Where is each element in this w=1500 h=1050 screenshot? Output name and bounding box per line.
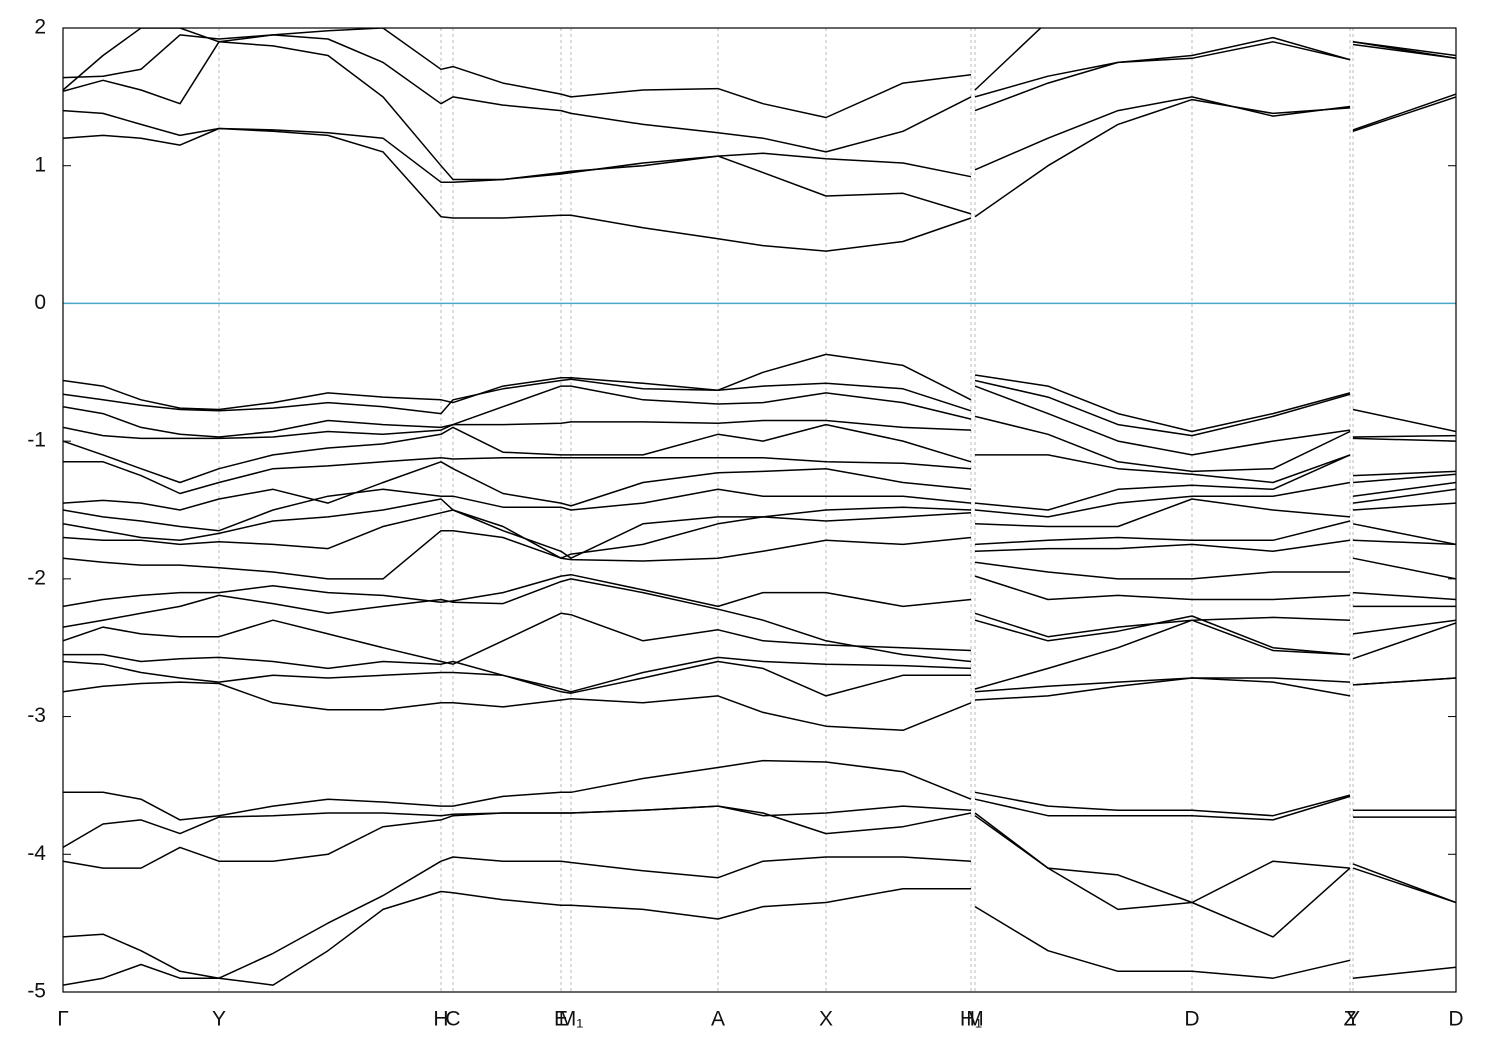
y-tick-label: -1 (27, 429, 46, 452)
band-line (63, 677, 1456, 732)
x-tick-label: Z (1344, 1008, 1357, 1031)
band-line (63, 529, 1456, 580)
x-tick-label: M₁ (559, 1008, 584, 1031)
band-line (63, 805, 1456, 904)
x-tick-label: A (711, 1008, 725, 1031)
band-line (63, 488, 1456, 532)
band-line (63, 93, 1456, 215)
bands (63, 28, 1456, 986)
x-tick-label: Y (212, 1008, 226, 1031)
band-line (63, 619, 1456, 693)
y-tick-label: -3 (27, 704, 46, 727)
x-tick-label: D (1448, 1008, 1463, 1031)
x-tick-label: E (554, 1008, 568, 1031)
y-tick-label: 2 (34, 16, 46, 39)
band-line (63, 415, 1456, 477)
x-tick-label: Y (1346, 1008, 1360, 1031)
y-tick-label: 1 (34, 153, 46, 176)
band-line (63, 378, 1456, 438)
band-line (63, 96, 1456, 252)
x-tick-label: D (1184, 1008, 1199, 1031)
x-tick-label: Γ (57, 1008, 69, 1031)
x-tick-label: M (966, 1008, 984, 1031)
band-line (63, 28, 1456, 119)
x-tick-label: H (433, 1008, 448, 1031)
y-tick-label: 0 (34, 291, 46, 314)
band-line (63, 887, 1456, 986)
band-line (63, 660, 1456, 697)
plot-frame (62, 27, 1457, 993)
y-tick-label: -5 (27, 980, 46, 1003)
band-line (63, 795, 1456, 849)
x-tick-label: X (819, 1008, 833, 1031)
y-tick-label: -2 (27, 566, 46, 589)
band-line (63, 423, 1456, 484)
band-line (63, 815, 1456, 979)
band-line (63, 612, 1456, 665)
band-line (63, 454, 1456, 511)
x-tick-label: H₁ (960, 1008, 982, 1031)
band-line (63, 509, 1456, 559)
y-tick-label: -4 (27, 842, 46, 865)
band-line (63, 461, 1456, 518)
band-line (63, 353, 1456, 433)
x-tick-label: C (445, 1008, 460, 1031)
band-line (63, 573, 1456, 608)
band-line (63, 759, 1456, 821)
band-line (63, 34, 1456, 153)
